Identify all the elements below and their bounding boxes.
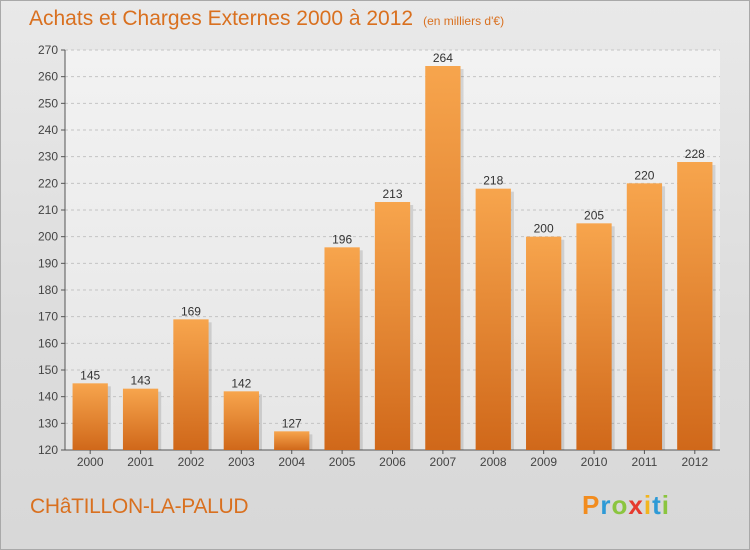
- bar-value-label: 196: [332, 232, 352, 246]
- x-tick-label: 2002: [178, 455, 205, 469]
- bar-value-label: 213: [382, 187, 402, 201]
- y-tick-label: 250: [38, 96, 58, 110]
- bar-value-label: 205: [584, 208, 604, 222]
- logo-letter: P: [582, 490, 601, 520]
- x-tick-label: 2009: [530, 455, 557, 469]
- chart-header: Achats et Charges Externes 2000 à 2012 (e…: [29, 7, 504, 31]
- y-tick-label: 170: [38, 310, 58, 324]
- bar-value-label: 220: [634, 168, 654, 182]
- bar: [72, 383, 108, 450]
- logo-letter: r: [600, 490, 612, 520]
- bar-value-label: 127: [282, 416, 302, 430]
- chart-title: Achats et Charges Externes 2000 à 2012: [29, 7, 414, 30]
- bar: [223, 391, 259, 450]
- bar: [475, 188, 511, 450]
- bar-value-label: 200: [534, 222, 554, 236]
- y-tick-label: 150: [38, 363, 58, 377]
- bar-value-label: 142: [231, 376, 251, 390]
- bar: [425, 66, 461, 450]
- chart-subtitle: (en milliers d'€): [423, 14, 505, 28]
- bar: [122, 388, 159, 450]
- y-tick-label: 120: [38, 443, 58, 457]
- y-tick-label: 180: [38, 283, 58, 297]
- y-tick-label: 210: [38, 203, 58, 217]
- commune-name: CHâTILLON-LA-PALUD: [30, 495, 249, 518]
- proxiti-logo: Proxiti: [582, 490, 670, 521]
- y-tick-label: 270: [38, 43, 58, 57]
- x-tick-label: 2010: [581, 455, 608, 469]
- y-tick-label: 160: [38, 336, 58, 350]
- x-tick-label: 2005: [329, 455, 356, 469]
- bar: [374, 202, 411, 450]
- y-tick-label: 240: [38, 123, 58, 137]
- y-tick-label: 220: [38, 176, 58, 190]
- x-tick-label: 2006: [379, 455, 406, 469]
- y-tick-label: 140: [38, 390, 58, 404]
- bar: [526, 236, 562, 450]
- logo-letter: t: [652, 490, 662, 520]
- bar: [626, 183, 663, 451]
- x-tick-label: 2000: [77, 455, 104, 469]
- x-tick-label: 2004: [278, 455, 305, 469]
- logo-letter: o: [611, 490, 629, 520]
- bar-value-label: 228: [685, 147, 705, 161]
- bar: [677, 162, 713, 450]
- bar: [324, 247, 360, 450]
- bar-value-label: 145: [80, 368, 100, 382]
- bar: [173, 319, 209, 450]
- logo-letter: x: [628, 490, 644, 520]
- y-tick-label: 130: [38, 416, 58, 430]
- bar-value-label: 264: [433, 51, 453, 65]
- bar-value-label: 218: [483, 174, 503, 188]
- x-tick-label: 2011: [632, 455, 658, 469]
- bar-value-label: 143: [131, 374, 151, 388]
- bar: [274, 431, 310, 450]
- bar-value-label: 169: [181, 304, 201, 318]
- y-tick-label: 190: [38, 256, 58, 270]
- bar: [576, 223, 612, 450]
- x-tick-label: 2008: [480, 455, 507, 469]
- x-tick-label: 2007: [430, 455, 457, 469]
- y-tick-label: 200: [38, 230, 58, 244]
- x-tick-label: 2012: [681, 455, 708, 469]
- x-tick-label: 2001: [127, 455, 154, 469]
- logo-letter: i: [661, 490, 670, 520]
- y-tick-label: 260: [38, 70, 58, 84]
- logo-letter: i: [643, 490, 653, 520]
- y-tick-label: 230: [38, 150, 58, 164]
- x-tick-label: 2003: [228, 455, 255, 469]
